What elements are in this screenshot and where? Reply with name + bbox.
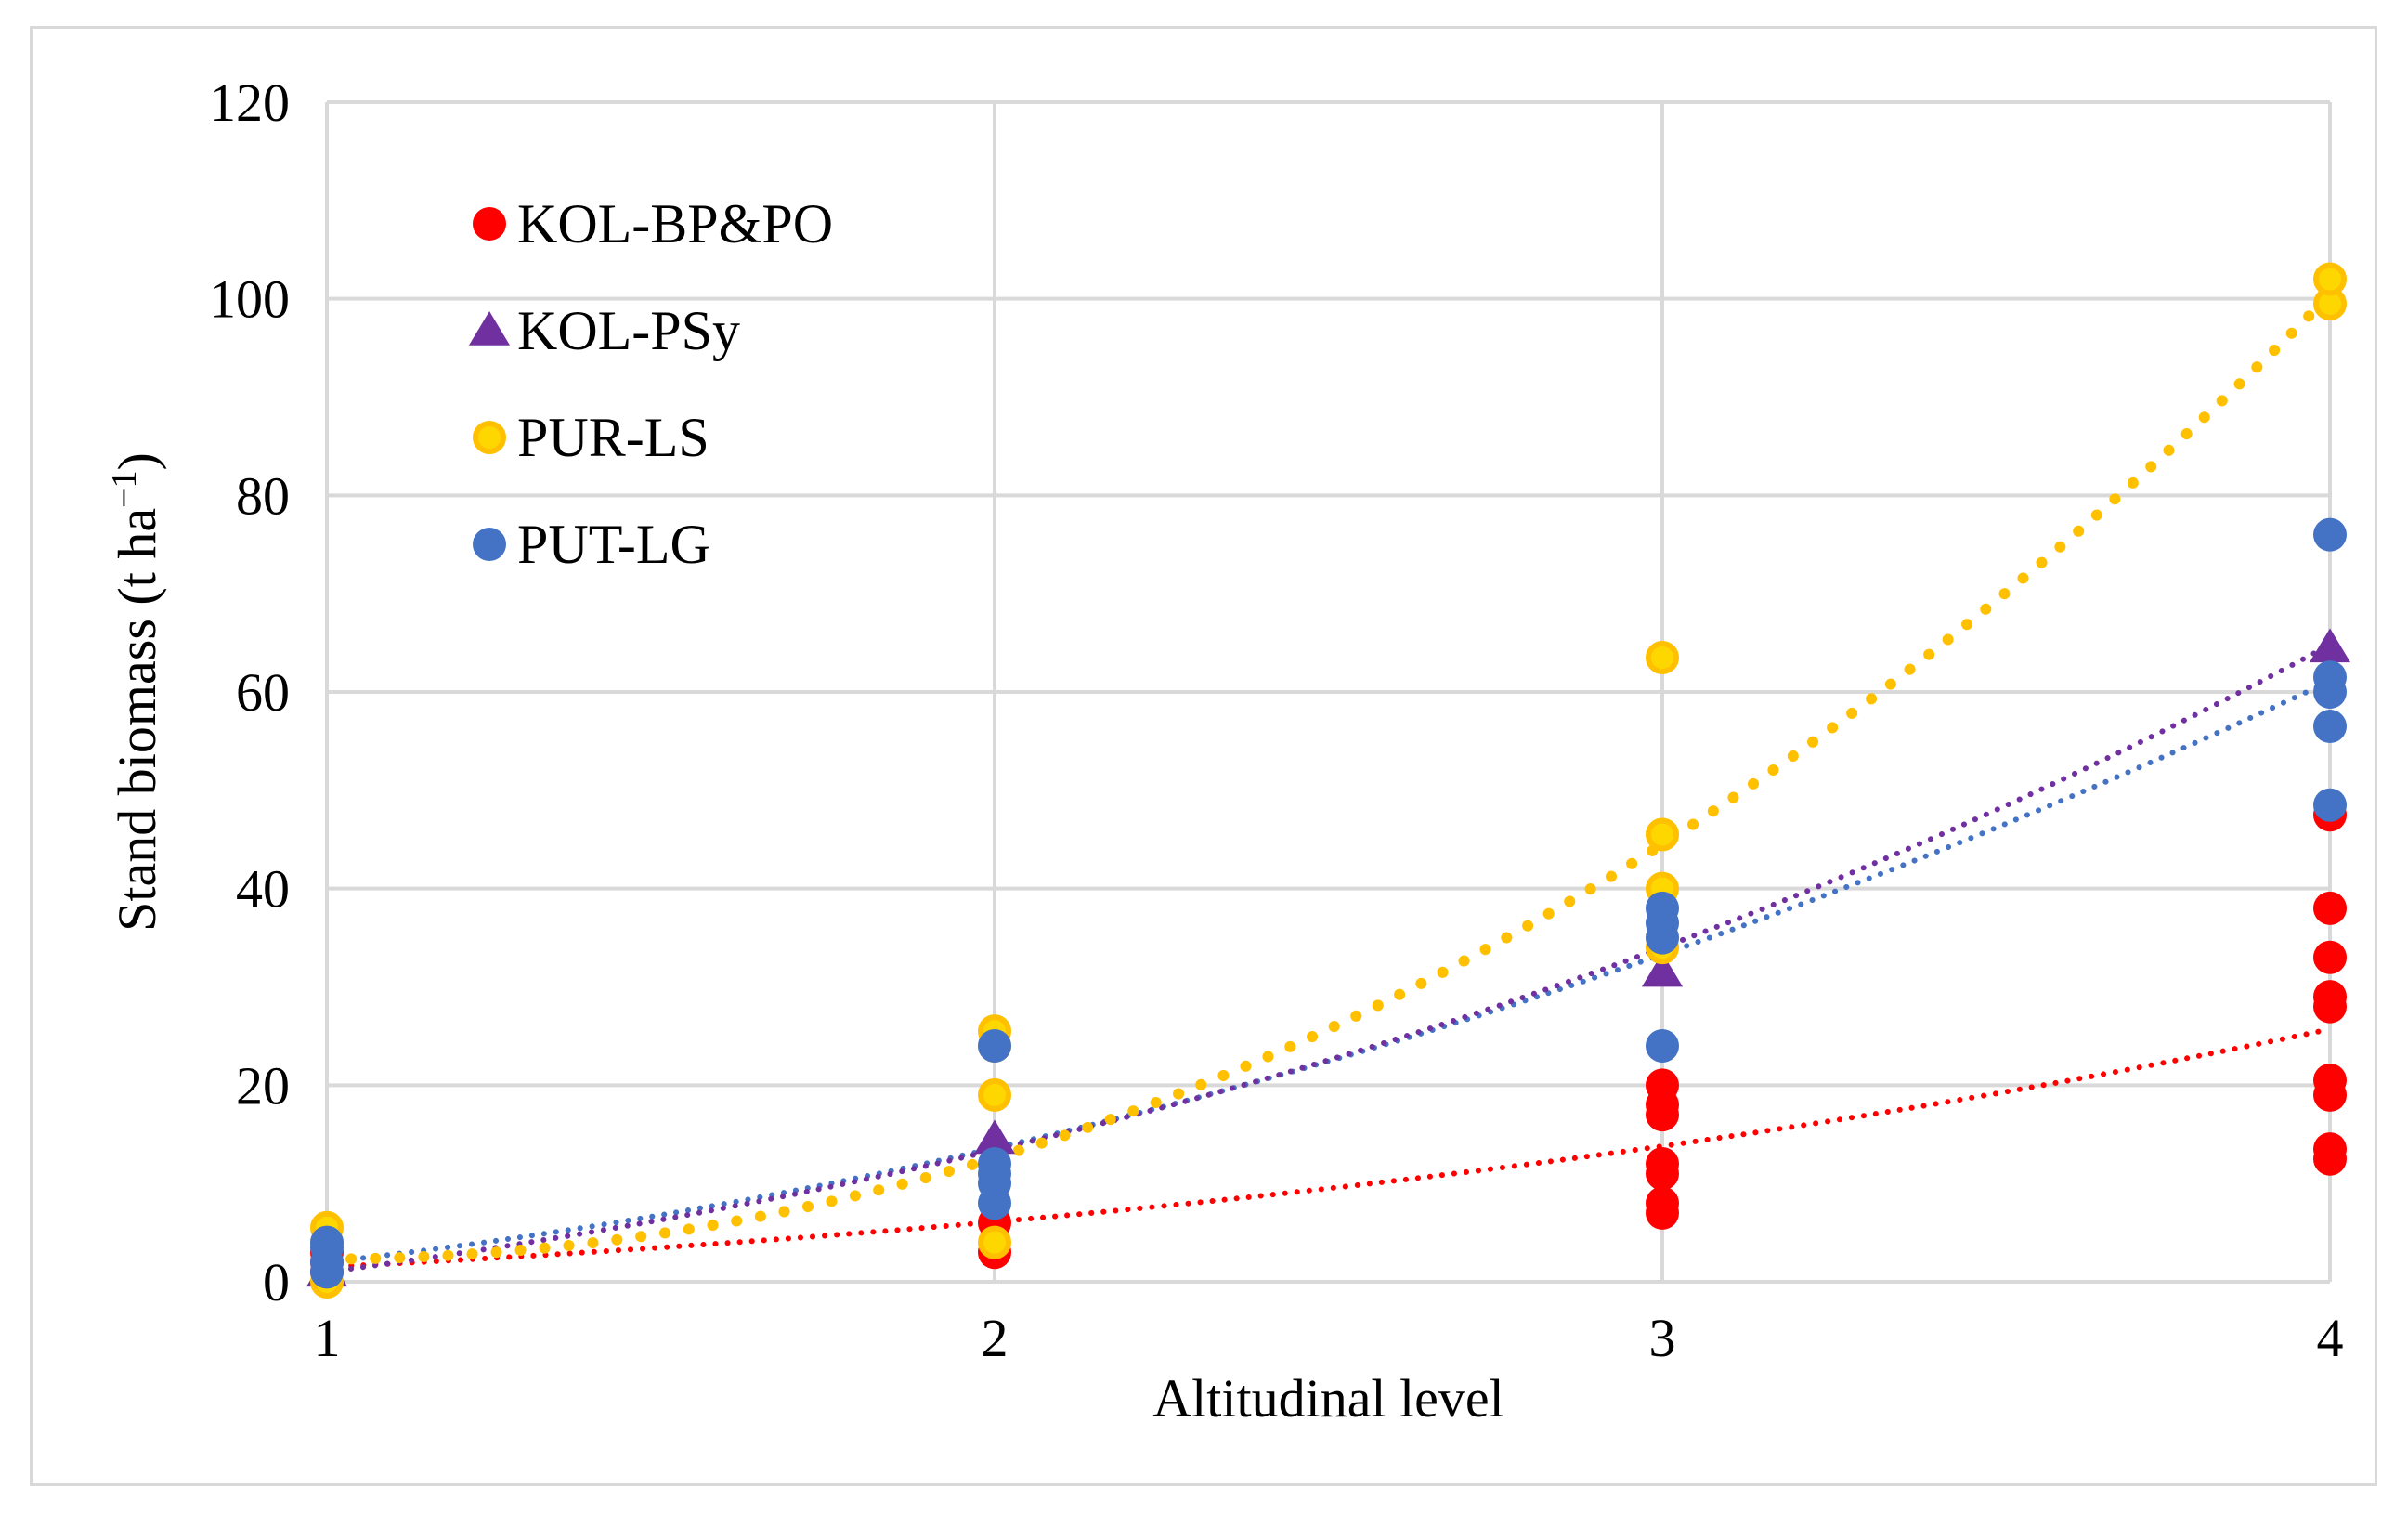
legend-marker-put-lg <box>473 528 506 561</box>
point-kol-bp-po <box>1646 1186 1679 1220</box>
gridlines <box>325 100 2332 1284</box>
point-pur-ls <box>1646 817 1679 852</box>
point-put-lg <box>2313 517 2347 552</box>
y-tick-label: 40 <box>236 859 290 920</box>
legend-marker-kol-bp-po <box>473 207 506 241</box>
point-put-lg <box>978 1029 1011 1063</box>
point-pur-ls <box>2313 262 2347 296</box>
point-put-lg <box>2313 660 2347 695</box>
y-axis-title: Stand biomass (t ha−1) <box>105 452 167 932</box>
legend-label-kol-psy: KOL-PSy <box>517 300 740 361</box>
y-tick-label: 120 <box>209 72 290 133</box>
y-tick-label: 80 <box>236 465 290 526</box>
y-tick-label: 20 <box>236 1055 290 1116</box>
y-tick-label: 0 <box>263 1252 290 1312</box>
point-kol-bp-po <box>2313 1064 2347 1098</box>
point-kol-psy <box>1641 952 1684 987</box>
x-axis-title: Altitudinal level <box>1152 1368 1504 1429</box>
point-put-lg <box>978 1147 1011 1181</box>
trendlines <box>321 289 2336 1275</box>
x-tick-label: 4 <box>2317 1308 2344 1368</box>
data-points <box>306 262 2351 1299</box>
y-tick-label: 60 <box>236 662 290 723</box>
legend-label-put-lg: PUT-LG <box>517 514 710 575</box>
y-axis-title-superscript: −1 <box>105 470 144 507</box>
point-kol-bp-po <box>1646 1147 1679 1181</box>
x-tick-label: 3 <box>1649 1308 1676 1368</box>
point-kol-bp-po <box>1646 1068 1679 1103</box>
point-put-lg <box>2313 788 2347 822</box>
point-put-lg <box>1646 891 1679 925</box>
chart-frame: 0 20 40 60 80 100 120 1 2 3 4 Altitudinal level St… <box>30 26 2377 1486</box>
legend: KOL-BP&PO KOL-PSy PUR-LS PUT-LG <box>468 193 833 575</box>
point-put-lg <box>1646 1029 1679 1063</box>
trendline-pur-ls <box>321 289 2336 1265</box>
point-pur-ls <box>978 1077 1011 1112</box>
legend-label-kol-bp-po: KOL-BP&PO <box>517 193 833 255</box>
trendline-kol-bp-po <box>324 1026 2333 1271</box>
y-tick-label: 100 <box>209 269 290 330</box>
point-kol-bp-po <box>2313 891 2347 925</box>
point-kol-bp-po <box>2313 980 2347 1014</box>
point-kol-psy <box>973 1119 1016 1155</box>
x-tick-label: 2 <box>982 1308 1009 1368</box>
point-put-lg <box>310 1225 344 1259</box>
point-pur-ls <box>978 1225 1011 1259</box>
x-tick-label: 1 <box>314 1308 341 1368</box>
point-pur-ls <box>1646 640 1679 674</box>
legend-label-pur-ls: PUR-LS <box>517 407 709 468</box>
legend-marker-pur-ls <box>473 421 506 454</box>
point-put-lg <box>2313 710 2347 744</box>
trendline-kol-psy <box>324 642 2333 1275</box>
point-kol-bp-po <box>2313 1132 2347 1167</box>
trendline-put-lg <box>324 678 2333 1265</box>
point-kol-psy <box>2309 628 2351 663</box>
legend-marker-kol-psy <box>468 311 511 346</box>
scatter-chart: 0 20 40 60 80 100 120 1 2 3 4 Altitudinal level St… <box>105 72 2351 1429</box>
point-kol-bp-po <box>2313 940 2347 974</box>
tick-labels: 0 20 40 60 80 100 120 1 2 3 4 <box>209 72 2344 1368</box>
